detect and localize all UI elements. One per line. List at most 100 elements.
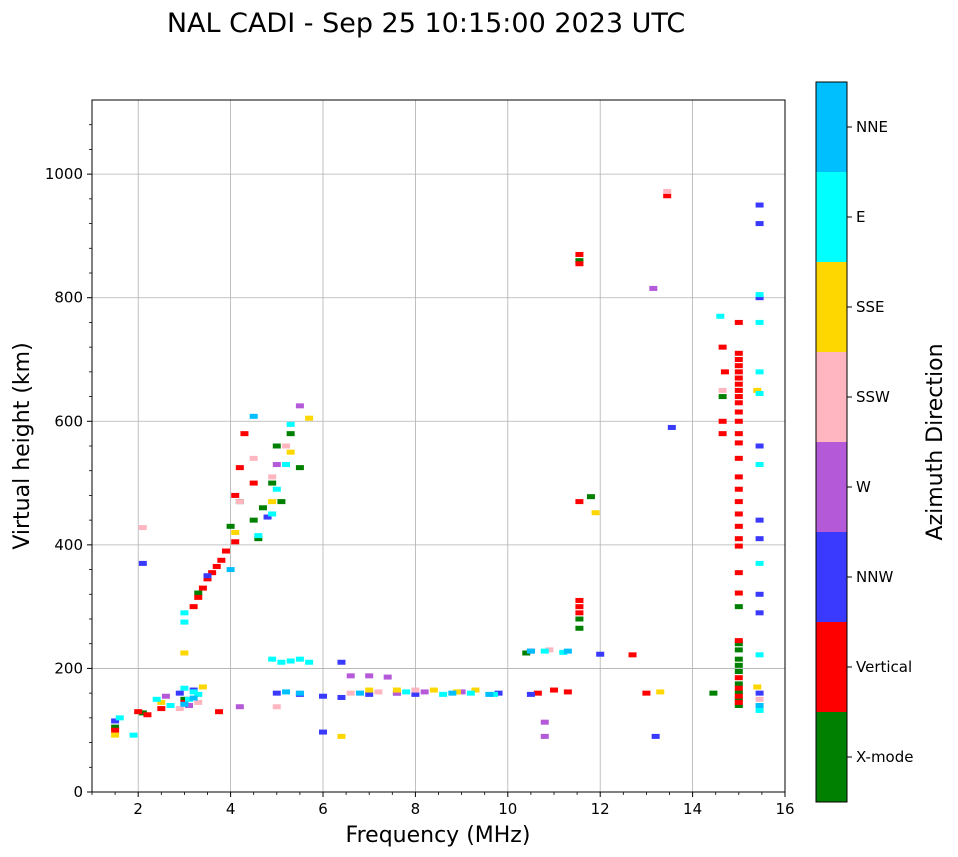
data-point-vertical <box>575 499 584 505</box>
data-point-vertical <box>533 690 542 696</box>
data-point-vertical <box>217 557 226 563</box>
data-point-nnw <box>755 295 764 301</box>
data-point-vertical <box>734 693 743 699</box>
data-point-nne <box>485 691 494 697</box>
data-point-nnw <box>319 693 327 699</box>
data-point-e <box>286 421 295 427</box>
data-point-sse <box>231 530 240 535</box>
data-point-vertical <box>718 431 727 437</box>
data-point-vertical <box>734 381 743 387</box>
data-point-sse <box>198 684 207 690</box>
data-point-vertical <box>718 418 727 424</box>
data-point-x-mode <box>111 724 120 730</box>
data-point-vertical <box>734 675 743 681</box>
data-point-sse <box>452 689 461 695</box>
data-point-vertical <box>734 418 743 424</box>
data-point-vertical <box>734 474 743 480</box>
data-point-vertical <box>235 465 244 471</box>
x-tick-label: 8 <box>411 800 421 818</box>
x-tick-label: 6 <box>318 800 328 818</box>
data-point-sse <box>429 687 438 693</box>
data-point-x-mode <box>522 650 531 656</box>
data-point-w <box>161 693 170 699</box>
data-point-nnw <box>494 690 503 696</box>
data-point-vertical <box>734 363 743 369</box>
data-point-e <box>755 652 764 658</box>
data-point-x-mode <box>575 625 584 631</box>
data-point-vertical <box>734 455 743 461</box>
colorbar-segment <box>816 262 847 352</box>
data-point-x-mode <box>258 505 267 511</box>
data-point-x-mode <box>734 647 743 653</box>
colorbar-segment <box>816 442 847 532</box>
data-point-nne <box>448 690 457 696</box>
data-point-ssw <box>545 647 554 653</box>
y-tick-label: 200 <box>54 659 83 677</box>
data-point-vertical <box>734 543 743 549</box>
data-point-vertical <box>734 570 743 576</box>
data-point-nne <box>563 648 572 654</box>
data-point-x-mode <box>194 590 203 596</box>
data-point-nne <box>180 701 189 707</box>
y-axis-label: Virtual height (km) <box>10 342 35 549</box>
colorbar-segment <box>816 172 847 262</box>
data-point-vertical <box>734 394 743 400</box>
data-point-e <box>402 689 411 695</box>
data-point-sse <box>753 684 762 690</box>
data-point-nnw <box>755 690 764 696</box>
data-point-vertical <box>111 727 120 733</box>
data-point-vertical <box>563 689 572 695</box>
y-tick-label: 800 <box>54 289 83 307</box>
data-point-x-mode <box>138 710 147 716</box>
data-point-nnw <box>411 691 420 697</box>
data-point-w <box>272 462 281 468</box>
data-point-vertical <box>221 548 230 554</box>
data-point-vertical <box>628 652 637 658</box>
data-point-x-mode <box>709 690 718 696</box>
data-point-x-mode <box>734 696 743 702</box>
data-point-sse <box>286 449 295 455</box>
data-point-vertical <box>734 685 743 691</box>
data-point-nnw <box>263 514 272 520</box>
data-point-vertical <box>249 480 258 486</box>
data-point-ssw <box>282 443 291 449</box>
data-point-x-mode <box>286 431 295 437</box>
data-point-sse <box>365 687 374 693</box>
data-point-e <box>489 691 498 697</box>
data-point-w <box>540 719 549 725</box>
data-point-x-mode <box>734 681 743 687</box>
data-point-ssw <box>346 690 355 696</box>
colorbar-label: SSW <box>856 388 890 406</box>
data-point-e <box>755 319 764 325</box>
data-point-nnw <box>272 690 281 696</box>
y-tick-label: 600 <box>54 412 83 430</box>
data-point-vertical <box>718 344 727 350</box>
data-point-e <box>180 685 189 691</box>
data-point-vertical <box>231 539 240 545</box>
data-point-vertical <box>208 570 217 576</box>
data-point-vertical <box>734 319 743 325</box>
data-point-ssw <box>411 687 420 693</box>
data-point-x-mode <box>272 443 281 449</box>
data-point-nne <box>282 689 291 695</box>
data-point-nnw <box>755 221 764 227</box>
data-point-e <box>272 486 281 492</box>
data-point-w <box>185 703 194 708</box>
data-point-nnw <box>755 517 764 523</box>
data-point-vertical <box>734 699 743 705</box>
y-tick-label: 400 <box>54 536 83 554</box>
data-point-nnw <box>526 691 535 697</box>
colorbar-segment <box>816 82 847 172</box>
x-tick-label: 4 <box>226 800 236 818</box>
data-point-e <box>755 560 764 566</box>
data-point-nnw <box>651 733 660 739</box>
data-point-sse <box>180 650 189 656</box>
data-point-vertical <box>734 499 743 505</box>
data-point-nnw <box>203 573 212 579</box>
data-point-vertical <box>734 523 743 529</box>
data-point-nne <box>189 695 198 701</box>
data-point-vertical <box>734 440 743 446</box>
colorbar-label: NNE <box>856 118 888 136</box>
data-point-vertical <box>215 709 224 715</box>
